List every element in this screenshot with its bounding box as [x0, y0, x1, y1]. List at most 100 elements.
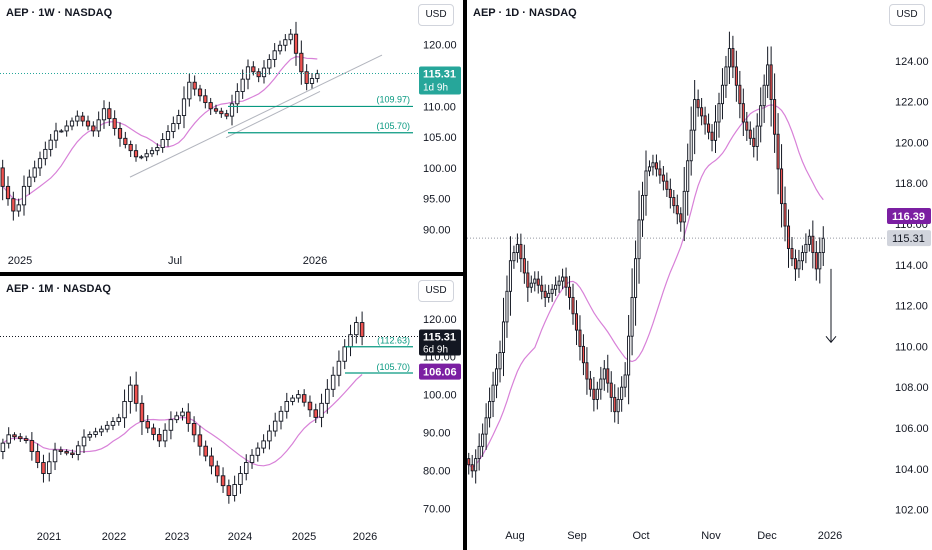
candle-body: [32, 167, 37, 178]
candle-body: [168, 419, 174, 431]
x-tick-label: Jul: [168, 255, 182, 267]
candle-body: [112, 118, 117, 129]
candle-body: [133, 150, 139, 158]
candle-body: [727, 48, 731, 68]
price-badge: [419, 329, 461, 356]
candle-body: [602, 368, 606, 380]
candle-body: [336, 360, 342, 376]
candle-body: [75, 445, 81, 456]
candle-body: [139, 402, 145, 423]
candle-body: [93, 431, 98, 435]
candle-body: [766, 64, 770, 86]
candle-body: [59, 130, 64, 133]
candle-body: [661, 174, 665, 182]
candle-body: [710, 131, 714, 141]
candle-body: [64, 125, 69, 132]
level-badge: [419, 363, 461, 380]
candle-body: [229, 103, 235, 117]
candle-body: [290, 397, 295, 402]
candle-body: [255, 447, 261, 456]
candle-body: [6, 434, 11, 444]
candle-body: [526, 272, 530, 288]
y-tick-label: 104.00: [895, 464, 929, 476]
level-badge-value: 106.06: [423, 367, 457, 379]
candle-body: [679, 213, 683, 223]
candle-body: [554, 284, 558, 290]
candle-body: [811, 235, 815, 254]
candle-body: [186, 411, 191, 424]
daily-panel: 102.00 104.00 106.00 108.00 110.00 112.00 114.…: [467, 0, 932, 550]
candle-body: [301, 394, 307, 403]
candle-body: [203, 445, 208, 457]
candle-body: [145, 421, 150, 429]
candle-body: [512, 252, 516, 262]
candle-body: [637, 219, 641, 260]
candle-body: [104, 424, 110, 430]
candle-body: [272, 420, 278, 432]
candle-body: [790, 248, 794, 260]
candle-body: [224, 113, 229, 117]
candle-body: [21, 185, 27, 206]
candle-body: [48, 139, 53, 150]
x-tick-label: 2026: [303, 255, 327, 267]
candle-body: [529, 282, 533, 288]
candle-body: [157, 433, 162, 442]
candle-body: [47, 461, 52, 474]
candle-body: [319, 402, 324, 418]
candle-body: [609, 382, 613, 398]
candle-body: [359, 322, 365, 338]
candle-body: [267, 430, 272, 442]
price-badge-value: 115.31: [423, 69, 456, 81]
candle-body: [187, 81, 192, 100]
candle-body: [325, 388, 330, 404]
candle-body: [682, 190, 686, 223]
candle-body: [160, 139, 165, 149]
y-tick-label: 110.00: [423, 101, 456, 113]
weekly-currency-button[interactable]: USD: [418, 4, 454, 26]
y-tick-label: 118.00: [895, 178, 928, 190]
candle-body: [219, 110, 224, 115]
candle-body: [354, 322, 359, 336]
candle-body: [165, 131, 171, 140]
candle-body: [117, 128, 123, 139]
candle-body: [477, 445, 481, 460]
candle-body: [123, 137, 128, 145]
candle-body: [87, 433, 93, 438]
monthly-currency-button[interactable]: USD: [418, 280, 454, 302]
y-tick-label: 100.00: [423, 390, 457, 402]
candle-body: [101, 108, 107, 121]
daily-currency-button[interactable]: USD: [889, 4, 925, 26]
candle-body: [658, 168, 662, 176]
candle-body: [550, 288, 554, 294]
candle-body: [278, 410, 284, 422]
candle-body: [592, 388, 596, 400]
level-label: (105.70): [376, 121, 410, 131]
candle-body: [176, 115, 181, 124]
candle-body: [672, 197, 676, 207]
candle-body: [696, 99, 700, 109]
candle-body: [309, 78, 315, 84]
candle-body: [585, 362, 589, 380]
candle-body: [288, 33, 293, 41]
candle-body: [52, 449, 58, 463]
candle-body: [261, 440, 266, 449]
candle-body: [564, 276, 568, 288]
candle-body: [481, 433, 485, 447]
candle-body: [675, 205, 679, 215]
candle-body: [578, 329, 582, 347]
candle-body: [533, 278, 537, 284]
candle-body: [299, 52, 304, 73]
candle-body: [171, 123, 176, 132]
candle-body: [700, 107, 704, 117]
candle-body: [780, 168, 784, 205]
candle-body: [226, 485, 232, 496]
candle-body: [595, 388, 599, 400]
candle-body: [245, 66, 251, 80]
candle-body: [571, 296, 575, 315]
level-label: (105.70): [376, 362, 410, 372]
candle-body: [99, 428, 104, 433]
candle-body: [27, 176, 32, 187]
candle-body: [35, 451, 40, 463]
level-label: (109.97): [376, 94, 410, 104]
weekly-chart: 90.0095.00100.00105.00110.00115.00120.00…: [0, 21, 461, 267]
